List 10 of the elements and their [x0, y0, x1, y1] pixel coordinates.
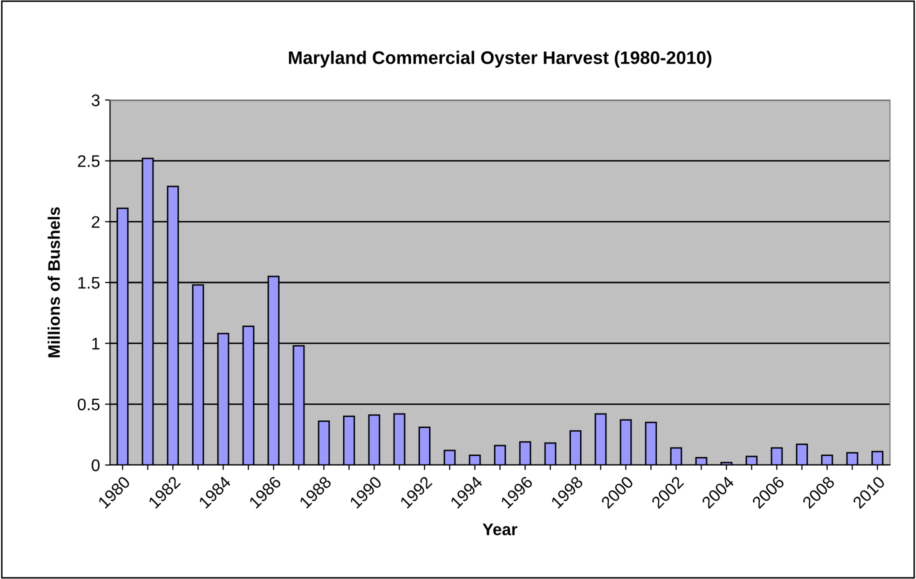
y-tick-label: 0	[92, 459, 100, 472]
y-tick-label: 0.5	[78, 398, 100, 410]
x-axis-title: Year	[482, 524, 518, 536]
y-tick-label: 2	[92, 216, 100, 228]
y-tick-label: 3	[92, 94, 100, 106]
y-tick-label: 1	[92, 338, 100, 350]
chart-title: Maryland Commercial Oyster Harvest (1980-2010)	[288, 50, 712, 68]
y-tick-label: 2.5	[78, 155, 100, 168]
y-tick-label: 1.5	[78, 277, 100, 289]
y-axis-title: Millions of Bushels	[48, 207, 60, 358]
